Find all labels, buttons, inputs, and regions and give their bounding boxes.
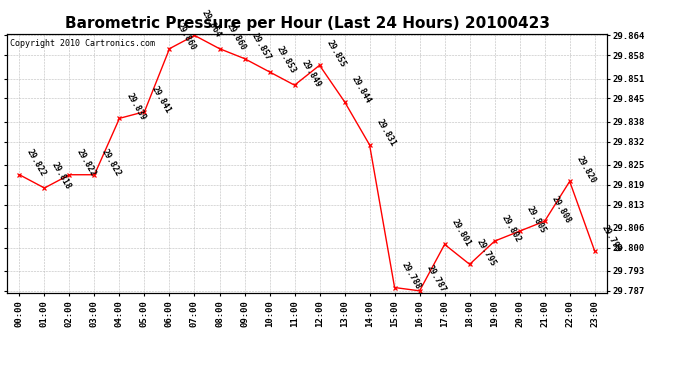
Text: 29.844: 29.844 <box>350 75 373 105</box>
Text: Copyright 2010 Cartronics.com: Copyright 2010 Cartronics.com <box>10 39 155 48</box>
Text: 29.841: 29.841 <box>150 85 172 115</box>
Text: 29.849: 29.849 <box>300 58 323 88</box>
Text: 29.799: 29.799 <box>600 224 623 254</box>
Text: 29.853: 29.853 <box>275 45 298 75</box>
Text: 29.822: 29.822 <box>75 148 98 178</box>
Title: Barometric Pressure per Hour (Last 24 Hours) 20100423: Barometric Pressure per Hour (Last 24 Ho… <box>65 16 549 31</box>
Text: 29.839: 29.839 <box>125 91 148 122</box>
Text: 29.805: 29.805 <box>525 204 548 234</box>
Text: 29.831: 29.831 <box>375 118 398 148</box>
Text: 29.864: 29.864 <box>200 8 223 39</box>
Text: 29.802: 29.802 <box>500 214 523 244</box>
Text: 29.801: 29.801 <box>450 217 473 248</box>
Text: 29.860: 29.860 <box>175 22 198 52</box>
Text: 29.820: 29.820 <box>575 154 598 185</box>
Text: 29.795: 29.795 <box>475 237 498 268</box>
Text: 29.860: 29.860 <box>225 22 248 52</box>
Text: 29.808: 29.808 <box>550 194 573 225</box>
Text: 29.822: 29.822 <box>100 148 123 178</box>
Text: 29.822: 29.822 <box>25 148 48 178</box>
Text: 29.855: 29.855 <box>325 38 348 69</box>
Text: 29.818: 29.818 <box>50 161 72 191</box>
Text: 29.787: 29.787 <box>425 264 448 294</box>
Text: 29.788: 29.788 <box>400 260 423 291</box>
Text: 29.857: 29.857 <box>250 32 273 62</box>
